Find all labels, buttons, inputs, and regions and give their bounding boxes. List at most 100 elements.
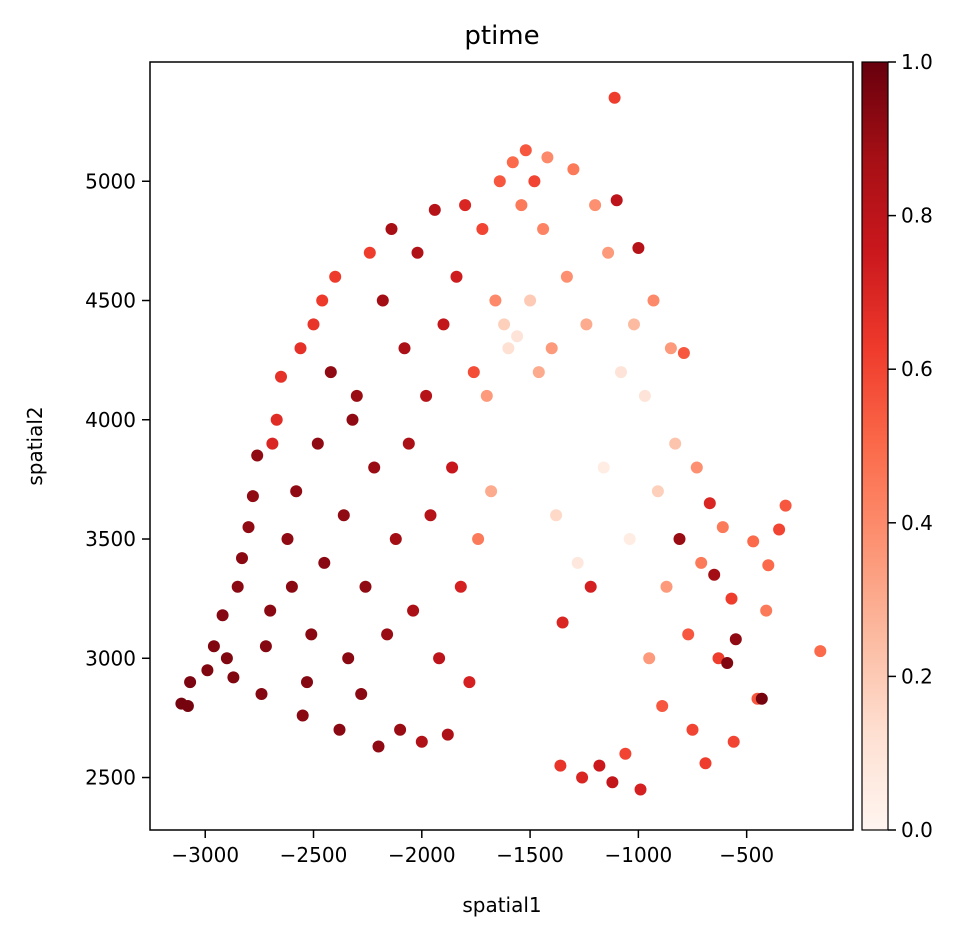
data-point <box>528 175 541 188</box>
data-point <box>716 521 729 534</box>
colorbar-tick-label: 0.2 <box>901 664 933 688</box>
data-point <box>307 318 320 331</box>
data-point <box>656 700 669 712</box>
data-point <box>703 497 716 510</box>
data-point <box>550 509 563 522</box>
data-point <box>394 723 407 736</box>
x-tick-label: −1000 <box>605 843 673 867</box>
data-point <box>463 676 476 689</box>
data-point <box>760 604 773 617</box>
data-point <box>368 461 381 474</box>
data-point <box>498 318 511 331</box>
data-point <box>677 347 690 359</box>
data-point <box>669 437 682 450</box>
data-point <box>346 413 359 426</box>
data-point <box>779 499 792 512</box>
x-tick-label: −500 <box>719 843 774 867</box>
y-tick-label: 2500 <box>85 766 136 790</box>
data-point <box>402 437 415 450</box>
data-point <box>355 688 368 700</box>
data-point <box>329 270 342 283</box>
data-point <box>762 559 775 572</box>
data-point <box>532 366 545 379</box>
data-point <box>259 640 272 653</box>
data-point <box>560 270 573 283</box>
data-point <box>814 645 827 658</box>
data-point <box>699 757 712 770</box>
data-point <box>446 461 459 474</box>
data-point <box>342 652 355 665</box>
data-point <box>305 628 318 641</box>
data-point <box>184 676 197 689</box>
data-point <box>643 652 656 665</box>
x-tick-label: −1500 <box>496 843 564 867</box>
data-point <box>266 437 279 450</box>
data-point <box>454 580 467 593</box>
data-point <box>420 389 433 402</box>
data-point <box>580 318 593 331</box>
data-point <box>682 628 695 641</box>
data-point <box>467 366 480 379</box>
data-point <box>511 330 524 343</box>
data-point <box>619 747 632 760</box>
data-point <box>441 728 454 741</box>
data-point <box>301 676 313 689</box>
data-point <box>242 521 255 534</box>
data-point <box>476 223 489 235</box>
data-point <box>424 509 437 522</box>
data-point <box>615 366 627 379</box>
data-point <box>337 509 350 522</box>
y-tick-label: 3500 <box>85 527 136 551</box>
data-point <box>638 389 651 402</box>
data-point <box>359 580 372 593</box>
data-point <box>524 294 537 307</box>
data-point <box>721 657 734 669</box>
data-point <box>450 270 463 283</box>
data-point <box>398 342 411 355</box>
data-point <box>506 156 519 169</box>
data-point <box>437 318 450 331</box>
data-point <box>415 735 428 748</box>
data-point <box>608 91 621 104</box>
chart-title: ptime <box>464 21 539 51</box>
data-point <box>428 203 441 216</box>
data-point <box>664 342 677 355</box>
data-point <box>207 640 220 653</box>
data-point <box>296 709 309 722</box>
data-point <box>584 580 597 593</box>
data-point <box>727 735 740 748</box>
data-point <box>647 294 660 307</box>
data-point <box>567 163 580 176</box>
data-point <box>519 144 532 157</box>
x-axis-label: spatial1 <box>462 893 541 917</box>
data-point <box>472 533 485 545</box>
data-point <box>695 556 708 569</box>
data-point <box>686 723 699 736</box>
y-tick-label: 3000 <box>85 646 136 670</box>
data-point <box>385 223 398 235</box>
data-point <box>610 194 623 207</box>
data-point <box>673 533 686 545</box>
data-point <box>593 759 606 772</box>
data-point <box>651 485 664 498</box>
data-point <box>290 485 303 498</box>
data-point <box>556 616 569 629</box>
data-point <box>201 664 214 677</box>
y-tick-label: 4500 <box>85 289 136 313</box>
data-point <box>554 759 567 772</box>
colorbar-tick-label: 0.0 <box>901 818 933 842</box>
data-point <box>411 246 424 259</box>
data-point <box>407 604 420 617</box>
data-point <box>281 533 294 545</box>
data-point <box>294 342 307 355</box>
data-point <box>389 533 402 545</box>
plot-frame <box>149 61 854 831</box>
colorbar-axis: 0.0 0.2 0.4 0.6 0.8 1.0 <box>888 50 933 842</box>
data-point <box>316 294 329 307</box>
y-tick-label: 5000 <box>85 169 136 193</box>
data-point <box>773 523 786 536</box>
data-point <box>433 652 446 665</box>
data-point <box>311 437 324 450</box>
data-point <box>227 671 240 684</box>
